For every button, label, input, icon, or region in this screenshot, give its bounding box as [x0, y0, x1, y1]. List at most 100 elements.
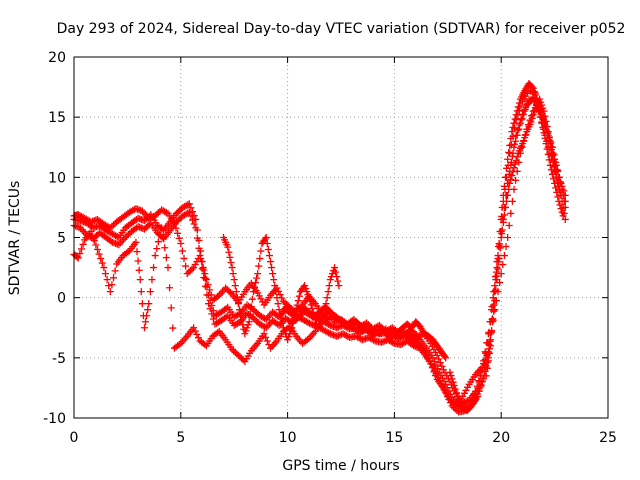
- data-point: [508, 197, 516, 205]
- data-point: [95, 250, 103, 258]
- data-point: [273, 294, 281, 302]
- data-point: [490, 301, 498, 309]
- data-point: [140, 324, 148, 332]
- data-point: [446, 368, 454, 376]
- data-point: [231, 348, 239, 356]
- data-point: [505, 185, 513, 193]
- data-point: [236, 353, 244, 361]
- data-point: [504, 155, 512, 163]
- data-point: [74, 254, 82, 262]
- data-point: [202, 276, 210, 284]
- data-point: [485, 345, 493, 353]
- data-point: [245, 318, 253, 326]
- data-point: [499, 218, 507, 226]
- data-point: [545, 156, 553, 164]
- data-point: [487, 342, 495, 350]
- data-point: [185, 200, 193, 208]
- data-point: [303, 336, 311, 344]
- data-point: [498, 226, 506, 234]
- data-point: [111, 267, 119, 275]
- data-point: [453, 392, 461, 400]
- data-point: [206, 286, 214, 294]
- data-point: [307, 301, 315, 309]
- data-point: [430, 368, 438, 376]
- data-point: [543, 122, 551, 130]
- data-point: [162, 254, 170, 262]
- data-point: [105, 282, 113, 290]
- data-point: [512, 137, 520, 145]
- x-tick-label: 10: [279, 430, 297, 446]
- data-point: [501, 173, 509, 181]
- y-tick-label: 10: [48, 170, 66, 186]
- data-point: [295, 292, 303, 300]
- data-point: [441, 387, 449, 395]
- data-point: [191, 327, 199, 335]
- data-point: [249, 288, 257, 296]
- data-point: [225, 248, 233, 256]
- data-point: [170, 219, 178, 227]
- data-point: [553, 188, 561, 196]
- x-tick-label: 20: [492, 430, 510, 446]
- data-point: [504, 234, 512, 241]
- data-point: [145, 221, 153, 229]
- data-point: [256, 255, 264, 263]
- data-point: [504, 191, 512, 199]
- data-point: [495, 240, 503, 248]
- data-point: [511, 160, 519, 168]
- data-point: [260, 330, 268, 338]
- data-point: [222, 304, 230, 312]
- data-point: [272, 288, 280, 296]
- data-point: [230, 347, 238, 355]
- data-point: [477, 381, 485, 389]
- data-point: [239, 356, 247, 364]
- data-point: [551, 179, 559, 187]
- data-point: [503, 197, 511, 205]
- data-point: [443, 390, 451, 398]
- data-point: [154, 209, 162, 217]
- data-point: [280, 327, 288, 335]
- data-point: [121, 234, 129, 241]
- data-point: [193, 330, 201, 338]
- data-point: [98, 259, 106, 267]
- data-point: [294, 297, 302, 305]
- data-point: [460, 389, 468, 397]
- data-point: [520, 137, 528, 145]
- data-point: [173, 209, 181, 217]
- data-point: [270, 276, 278, 284]
- data-point: [464, 383, 472, 391]
- data-point: [427, 360, 435, 368]
- data-point: [293, 301, 301, 309]
- data-point: [335, 282, 343, 290]
- data-point: [79, 240, 87, 248]
- data-point: [172, 224, 180, 232]
- data-point: [253, 274, 261, 282]
- data-point: [451, 385, 459, 393]
- data-point: [318, 318, 326, 326]
- series-sat-h: [446, 95, 565, 415]
- data-point: [513, 131, 521, 139]
- data-point: [153, 245, 161, 253]
- data-point: [472, 396, 480, 404]
- data-point: [497, 234, 505, 241]
- data-point: [198, 265, 206, 273]
- data-point: [249, 314, 257, 322]
- data-point: [493, 264, 501, 272]
- data-point: [479, 375, 487, 383]
- data-point: [389, 338, 397, 346]
- data-point: [292, 306, 300, 314]
- y-tick-label: 20: [48, 50, 66, 66]
- data-point: [491, 282, 499, 290]
- data-point: [252, 279, 260, 287]
- data-point: [193, 234, 201, 242]
- data-point: [164, 264, 172, 272]
- data-point: [529, 111, 537, 119]
- data-point: [559, 212, 567, 220]
- data-point: [263, 337, 271, 345]
- data-point: [547, 166, 555, 174]
- data-point: [232, 288, 240, 296]
- data-point: [554, 193, 562, 201]
- data-point: [545, 134, 553, 142]
- data-point: [448, 375, 456, 383]
- data-point: [448, 397, 456, 405]
- data-point: [432, 361, 440, 369]
